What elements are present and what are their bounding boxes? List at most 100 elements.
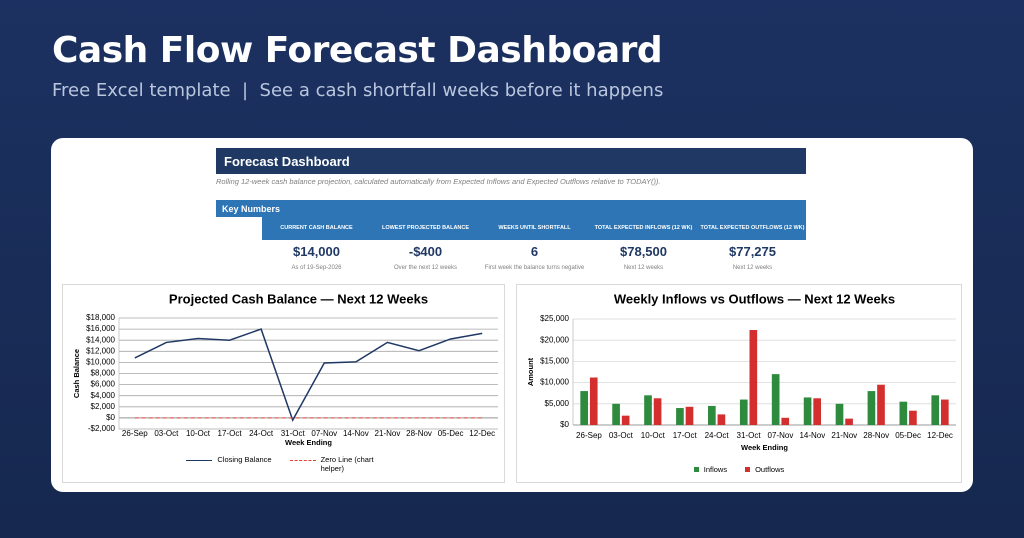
metric-value: -$400 <box>408 244 443 259</box>
bar <box>739 399 748 425</box>
bar <box>931 395 940 425</box>
x-tick-label: 12-Dec <box>927 431 953 440</box>
y-axis-title: Amount <box>526 357 535 386</box>
legend-item: Outflows <box>745 465 784 474</box>
x-tick-label: 28-Nov <box>863 431 889 440</box>
chart: Projected Cash Balance — Next 12 Weeks -$… <box>72 291 498 447</box>
x-tick-label: 26-Sep <box>576 431 602 440</box>
bar <box>749 330 758 425</box>
y-tick-label: $4,000 <box>91 391 116 400</box>
y-tick-label: $12,000 <box>86 346 115 355</box>
bar <box>685 406 694 425</box>
chart-title: Weekly Inflows vs Outflows — Next 12 Wee… <box>614 291 895 306</box>
bar <box>676 408 684 425</box>
legend-label: Outflows <box>755 465 785 474</box>
y-axis-title: Cash Balance <box>72 349 81 398</box>
legend-swatch <box>745 467 751 472</box>
bar <box>909 410 917 425</box>
bar <box>644 395 652 425</box>
x-axis-title: Week Ending <box>285 438 332 447</box>
y-tick-label: $20,000 <box>540 335 569 344</box>
x-axis-title: Week Ending <box>741 443 788 452</box>
metric-label: CURRENT CASH BALANCE <box>280 225 353 231</box>
metric-value: $77,275 <box>729 244 776 259</box>
y-tick-label: $10,000 <box>540 378 569 387</box>
x-tick-label: 14-Nov <box>343 429 369 438</box>
metric-note: Next 12 weeks <box>732 265 773 271</box>
metric-value: 6 <box>530 244 539 259</box>
metric-label: TOTAL EXPECTED INFLOWS (12 WK) <box>594 225 693 231</box>
page-title: Cash Flow Forecast Dashboard <box>52 30 663 71</box>
metric-note: As of 19-Sep-2026 <box>291 265 342 271</box>
x-tick-label: 17-Oct <box>673 431 698 440</box>
x-tick-label: 26-Sep <box>122 429 148 438</box>
x-tick-label: 17-Oct <box>218 429 243 438</box>
page-subtitle: Free Excel template | See a cash shortfa… <box>52 80 664 101</box>
bar <box>717 414 726 425</box>
bar <box>771 374 780 425</box>
x-tick-label: 03-Oct <box>609 431 634 440</box>
y-tick-label: -$2,000 <box>88 424 116 433</box>
legend-item: Inflows <box>693 465 728 474</box>
x-tick-label: 12-Dec <box>469 429 495 438</box>
bar <box>940 399 949 425</box>
legend-label: Inflows <box>703 465 728 474</box>
section-title: Key Numbers <box>216 200 806 217</box>
y-tick-label: $2,000 <box>91 402 116 411</box>
metric-note: First week the balance turns negative <box>484 265 585 271</box>
y-tick-label: $6,000 <box>91 380 116 389</box>
x-tick-label: 07-Nov <box>768 431 794 440</box>
legend: Inflows Outflows <box>517 465 961 474</box>
y-tick-label: $25,000 <box>540 314 569 323</box>
x-tick-label: 10-Oct <box>641 431 666 440</box>
metric-label: TOTAL EXPECTED OUTFLOWS (12 WK) <box>700 225 805 231</box>
x-tick-label: 14-Nov <box>799 431 825 440</box>
legend-swatch <box>186 460 213 461</box>
y-tick-label: $18,000 <box>86 313 115 322</box>
bar <box>835 403 844 425</box>
x-tick-label: 24-Oct <box>705 431 730 440</box>
y-tick-label: $15,000 <box>540 357 569 366</box>
bar <box>653 398 662 425</box>
y-tick-label: $16,000 <box>86 324 115 333</box>
x-tick-label: 10-Oct <box>186 429 211 438</box>
legend-item: Closing Balance <box>186 455 272 473</box>
y-tick-label: $0 <box>106 413 115 422</box>
x-tick-label: 21-Nov <box>831 431 857 440</box>
x-tick-label: 31-Oct <box>281 429 306 438</box>
y-tick-label: $5,000 <box>545 399 570 408</box>
metric-note: Over the next 12 weeks <box>393 265 458 271</box>
legend-label: Zero Line (chart helper) <box>320 455 374 473</box>
y-tick-label: $0 <box>560 420 569 429</box>
x-tick-label: 07-Nov <box>311 429 337 438</box>
chart-panel: Weekly Inflows vs Outflows — Next 12 Wee… <box>516 284 962 483</box>
bar <box>899 401 908 425</box>
x-tick-label: 24-Oct <box>249 429 274 438</box>
metric-value: $14,000 <box>293 244 340 259</box>
metric-label: LOWEST PROJECTED BALANCE <box>381 225 470 231</box>
bar <box>867 391 876 425</box>
bar <box>803 397 812 425</box>
y-tick-label: $10,000 <box>86 358 115 367</box>
bar <box>877 384 885 425</box>
x-tick-label: 31-Oct <box>737 431 762 440</box>
bar <box>621 415 630 425</box>
legend-swatch <box>693 467 699 472</box>
legend: Closing Balance Zero Line (chart helper) <box>63 455 504 473</box>
legend-item: Zero Line (chart helper) <box>289 455 381 473</box>
chart: Weekly Inflows vs Outflows — Next 12 Wee… <box>526 291 956 452</box>
x-tick-label: 28-Nov <box>406 429 432 438</box>
dashboard-title: Forecast Dashboard <box>216 148 806 174</box>
bar <box>580 391 589 425</box>
legend-swatch <box>289 460 316 461</box>
x-tick-label: 05-Dec <box>895 431 921 440</box>
bar <box>845 418 853 425</box>
y-tick-label: $8,000 <box>91 369 116 378</box>
metric-value: $78,500 <box>620 244 667 259</box>
legend-label: Closing Balance <box>217 455 272 464</box>
metrics-header <box>262 217 806 240</box>
bar <box>708 405 716 425</box>
chart-title: Projected Cash Balance — Next 12 Weeks <box>169 291 428 306</box>
metric-label: WEEKS UNTIL SHORTFALL <box>498 225 571 231</box>
